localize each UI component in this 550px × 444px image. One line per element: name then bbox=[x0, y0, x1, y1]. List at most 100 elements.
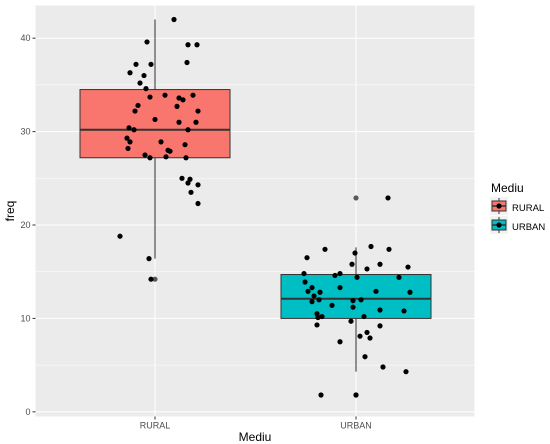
data-point-rural bbox=[141, 72, 147, 79]
data-point-urban bbox=[377, 261, 383, 267]
data-point-urban bbox=[315, 314, 321, 321]
y-axis-title: freq bbox=[3, 201, 17, 222]
data-point-urban bbox=[301, 270, 307, 277]
x-tick-label: URBAN bbox=[340, 421, 372, 431]
data-point-rural bbox=[195, 182, 201, 188]
data-point-rural bbox=[185, 42, 191, 48]
legend: Mediu RURAL URBAN bbox=[490, 181, 545, 234]
data-point-rural bbox=[176, 119, 182, 125]
data-point-urban bbox=[309, 299, 315, 305]
data-point-urban bbox=[362, 354, 368, 360]
data-point-urban bbox=[368, 243, 374, 250]
data-point-urban bbox=[401, 308, 407, 314]
data-point-rural bbox=[133, 61, 139, 67]
data-point-rural bbox=[144, 39, 150, 45]
data-point-urban bbox=[361, 313, 367, 320]
data-point-rural bbox=[167, 148, 173, 154]
data-point-rural bbox=[195, 108, 201, 114]
data-point-urban bbox=[353, 392, 359, 398]
data-point-urban bbox=[348, 318, 354, 324]
data-point-urban bbox=[322, 246, 328, 252]
outlier-urban bbox=[353, 195, 359, 201]
data-point-urban bbox=[386, 246, 392, 252]
data-point-rural bbox=[135, 102, 141, 109]
data-point-rural bbox=[184, 59, 190, 66]
legend-key-point bbox=[496, 222, 502, 228]
x-axis: RURAL URBAN bbox=[140, 416, 372, 431]
data-point-rural bbox=[143, 86, 149, 92]
data-point-urban bbox=[316, 297, 322, 303]
data-point-urban bbox=[407, 289, 413, 295]
panel-background bbox=[35, 5, 475, 417]
data-point-urban bbox=[329, 302, 335, 308]
legend-label-urban: URBAN bbox=[512, 222, 545, 233]
data-point-rural bbox=[194, 42, 200, 48]
data-point-rural bbox=[142, 152, 148, 158]
box-body-rural bbox=[79, 89, 231, 159]
data-point-urban bbox=[337, 284, 343, 291]
data-point-rural bbox=[180, 97, 186, 103]
data-point-urban bbox=[319, 313, 325, 320]
data-point-urban bbox=[385, 195, 391, 201]
data-point-urban bbox=[357, 333, 363, 339]
data-point-urban bbox=[302, 279, 308, 285]
x-axis-title: Mediu bbox=[239, 430, 272, 444]
data-point-rural bbox=[179, 175, 185, 181]
data-point-rural bbox=[125, 145, 131, 152]
data-point-urban bbox=[364, 266, 370, 272]
data-point-urban bbox=[396, 274, 402, 280]
legend-key-point bbox=[496, 203, 502, 209]
data-point-rural bbox=[182, 142, 188, 148]
data-point-rural bbox=[148, 276, 154, 282]
data-point-urban bbox=[377, 307, 383, 313]
data-point-rural bbox=[132, 108, 138, 114]
data-point-urban bbox=[367, 335, 373, 341]
data-point-rural bbox=[137, 80, 143, 86]
data-point-rural bbox=[171, 16, 177, 23]
data-point-rural bbox=[131, 127, 137, 133]
data-point-rural bbox=[127, 139, 133, 145]
legend-key-rural bbox=[490, 197, 508, 215]
data-point-urban bbox=[350, 304, 356, 310]
data-point-rural bbox=[146, 256, 152, 262]
data-point-rural bbox=[124, 135, 130, 141]
data-point-urban bbox=[373, 288, 379, 294]
y-tick-label: 40 bbox=[20, 33, 30, 43]
data-point-urban bbox=[311, 293, 317, 299]
data-point-rural bbox=[174, 103, 180, 109]
data-point-urban bbox=[309, 284, 315, 291]
data-point-urban bbox=[377, 323, 383, 329]
legend-title: Mediu bbox=[491, 181, 524, 195]
data-point-urban bbox=[405, 264, 411, 270]
data-point-urban bbox=[337, 339, 343, 345]
data-point-rural bbox=[195, 200, 201, 207]
data-point-rural bbox=[117, 233, 123, 239]
data-point-rural bbox=[185, 127, 191, 133]
data-point-urban bbox=[317, 289, 323, 295]
legend-keys bbox=[490, 197, 508, 234]
data-point-rural bbox=[158, 139, 164, 145]
data-point-rural bbox=[188, 189, 194, 195]
data-point-urban bbox=[354, 274, 360, 280]
data-point-urban bbox=[304, 255, 310, 261]
data-point-urban bbox=[358, 297, 364, 303]
y-tick-label: 20 bbox=[20, 220, 30, 230]
legend-label-rural: RURAL bbox=[512, 203, 544, 214]
legend-key-urban bbox=[490, 216, 508, 234]
data-point-rural bbox=[176, 95, 182, 101]
data-point-urban bbox=[364, 329, 370, 336]
data-point-rural bbox=[183, 155, 189, 161]
data-point-urban bbox=[318, 392, 324, 398]
data-point-rural bbox=[127, 70, 133, 76]
data-point-rural bbox=[190, 92, 196, 98]
data-point-rural bbox=[126, 125, 132, 131]
x-tick-label: RURAL bbox=[140, 421, 171, 431]
data-point-urban bbox=[337, 270, 343, 277]
y-tick-label: 30 bbox=[20, 127, 30, 137]
y-axis: 0 10 20 30 40 bbox=[20, 33, 36, 417]
data-point-urban bbox=[380, 364, 386, 370]
data-point-rural bbox=[185, 180, 191, 186]
data-point-rural bbox=[162, 92, 168, 98]
y-tick-label: 0 bbox=[25, 407, 30, 417]
